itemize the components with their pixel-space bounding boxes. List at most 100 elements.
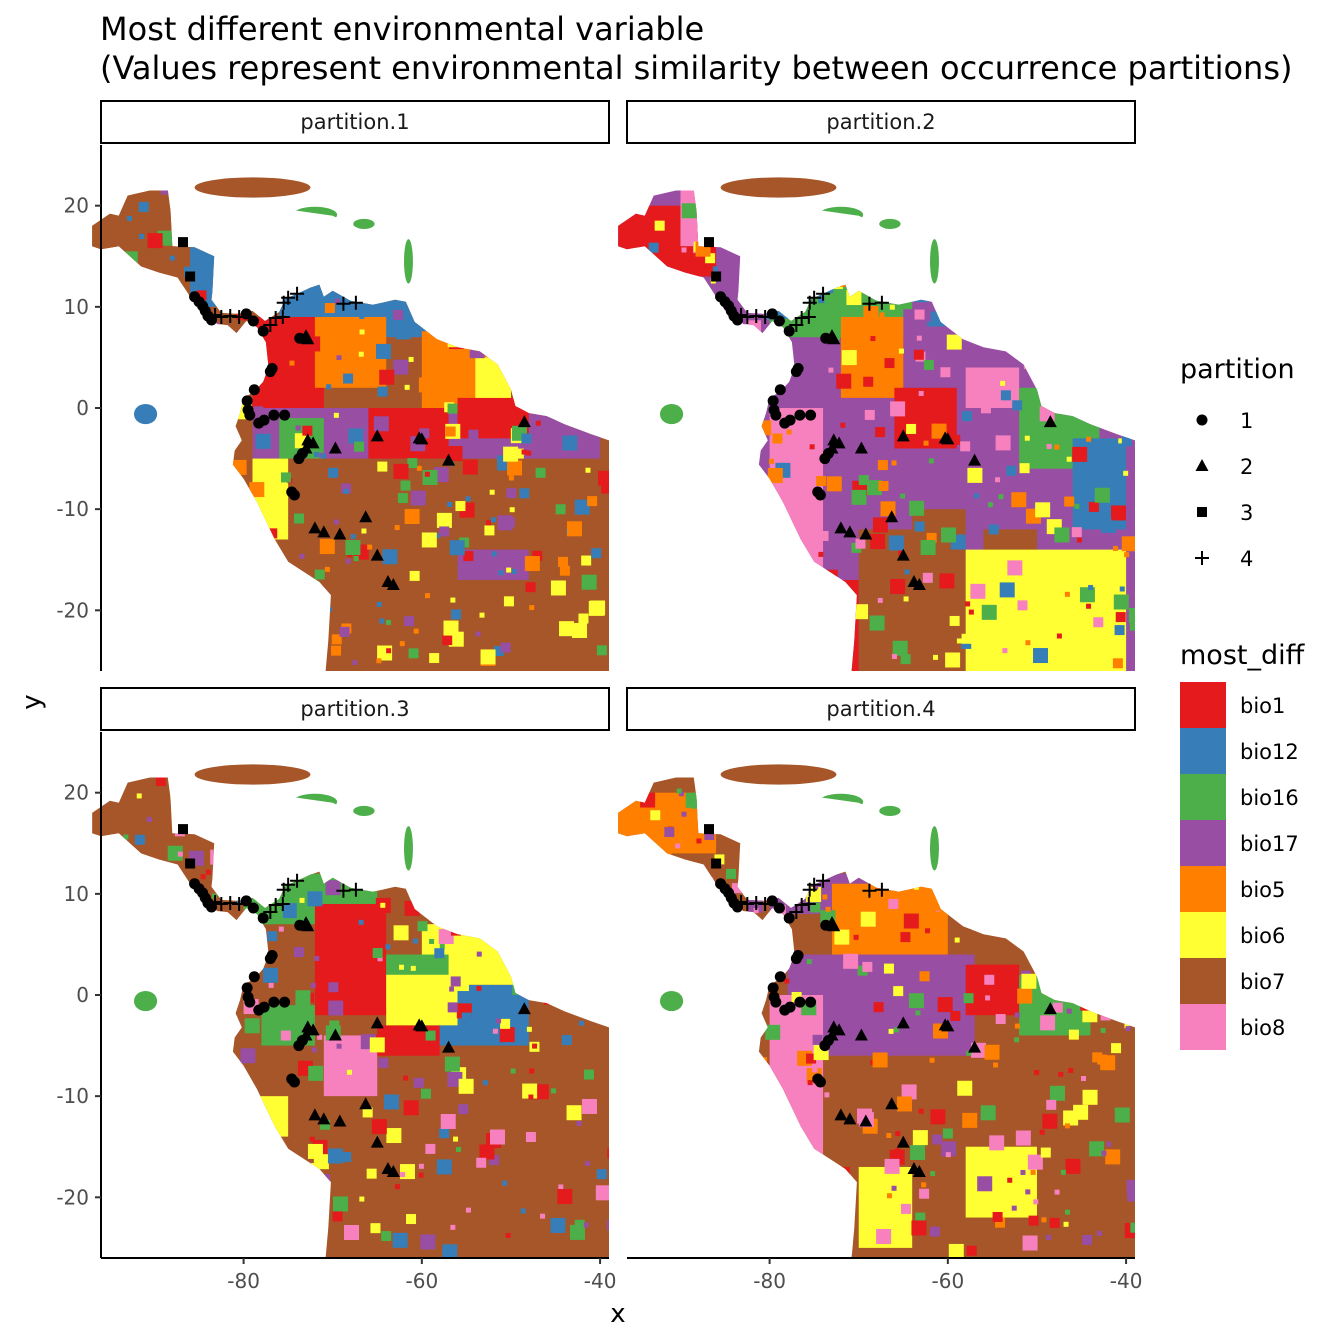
raster-cell-bio1 [456,329,462,335]
raster-cell-bio1 [930,1109,946,1125]
occurrence-point-p2 [442,1040,456,1053]
raster-cell-bio17 [681,811,687,817]
raster-cell-bio16 [1074,503,1080,509]
raster-cell-bio16 [695,905,701,911]
raster-cell-bio5 [1041,234,1052,245]
raster-cell-bio1 [353,197,364,208]
raster-cell-bio5 [763,332,774,343]
raster-cell-bio6 [552,300,568,316]
occurrence-point-p2 [442,453,456,466]
raster-cell-bio6 [1077,324,1088,335]
raster-cell-bio8 [1089,827,1100,838]
raster-cell-bio8 [465,1207,471,1213]
raster-cell-bio12 [639,448,645,454]
raster-cell-bio5 [929,1057,935,1063]
raster-cell-bio17 [206,931,212,937]
occurrence-point-p1 [805,996,817,1008]
occurrence-point-p2 [306,436,320,449]
raster-cell-bio16 [212,375,223,386]
raster-cell-bio1 [923,780,929,786]
raster-cell-bio6 [594,933,610,949]
raster-cell-bio16 [1103,281,1119,297]
raster-cell-bio16 [329,1020,340,1031]
raster-cell-bio6 [739,1121,745,1127]
raster-cell-bio6 [1040,1147,1051,1158]
raster-cell-bio6 [1118,438,1124,444]
raster-cell-bio6 [581,555,592,566]
raster-cell-bio8 [922,572,933,583]
facet-strip [100,687,610,731]
raster-cell-bio1 [706,345,717,356]
y-axis-title: y [17,694,47,709]
raster-cell-bio16 [333,1196,349,1212]
raster-cell-bio17 [932,1134,943,1145]
raster-cell-bio16 [915,1212,926,1223]
occurrence-point-p2 [834,1108,848,1121]
raster-cell-bio12 [761,293,767,299]
raster-cell-bio16 [154,1080,160,1086]
raster-cell-bio1 [486,520,492,526]
raster-cell-bio17 [1082,1234,1093,1245]
raster-cell-bio16 [294,1024,305,1035]
occurrence-point-p4 [801,309,816,324]
raster-cell-bio17 [328,1000,344,1016]
raster-cell-bio5 [1092,1052,1103,1063]
raster-cell-bio16 [596,645,607,656]
raster-cell-bio1 [900,387,906,393]
raster-cell-bio6 [1066,456,1072,462]
raster-cell-bio12 [913,287,929,303]
raster-cell-bio16 [851,489,867,505]
raster-cell-bio1 [992,1211,1003,1222]
raster-cell-bio17 [907,1035,913,1041]
raster-cell-bio1 [650,995,656,1001]
raster-cell-bio6 [504,838,510,844]
raster-cell-bio8 [734,1017,750,1033]
raster-cell-bio8 [1052,1002,1063,1013]
raster-cell-bio16 [923,359,934,370]
raster-cell-bio8 [676,281,687,292]
occurrence-point-p4 [290,286,305,301]
raster-cell-bio1 [781,560,787,566]
raster-cell-bio1 [190,995,206,1011]
raster-cell-bio1 [836,373,852,389]
raster-cell-bio16 [581,306,597,322]
raster-cell-bio8 [818,530,829,541]
raster-cell-bio12 [262,967,278,983]
occurrence-point-p2 [415,1019,429,1032]
raster-cell-bio5 [181,506,192,517]
raster-cell-bio1 [1039,1129,1045,1135]
raster-cell-bio17 [160,190,171,195]
facet-panels: partition.120100-10-20partition.2partiti… [56,100,1142,1293]
raster-cell-bio17 [460,564,476,580]
raster-cell-bio8 [1022,1235,1038,1251]
raster-cell-bio1 [1049,1217,1060,1228]
raster-cell-bio1 [476,985,482,991]
raster-cell-bio1 [512,950,518,956]
raster-cell-bio5 [378,191,389,202]
raster-cell-bio5 [221,648,237,664]
occurrence-point-p4 [336,883,351,898]
occurrence-point-p1 [770,996,782,1008]
raster-cell-bio1 [1005,779,1021,795]
raster-cell-bio6 [576,913,582,919]
raster-cell-bio8 [1071,527,1082,538]
raster-cell-bio5 [1113,545,1119,551]
raster-cell-bio12 [158,597,164,603]
occurrence-point-p2 [317,1112,331,1125]
raster-cell-bio17 [597,275,610,291]
raster-cell-bio5 [881,341,897,357]
occurrence-point-p4 [275,309,290,324]
raster-cell-bio12 [482,1080,488,1086]
occurrence-point-p2 [370,1135,384,1148]
occurrence-point-p1 [257,912,269,924]
raster-cell-bio12 [229,619,235,625]
raster-cell-bio8 [122,1229,128,1235]
raster-cell-bio1 [586,769,591,774]
raster-cell-bio1 [918,1108,924,1114]
raster-cell-bio5 [324,303,335,314]
legend-most-diff-label: bio12 [1240,740,1299,764]
raster-cell-bio16 [122,552,128,558]
raster-cell-bio1 [853,934,859,940]
raster-cell-bio12 [434,948,445,959]
raster-cell-bio16 [588,275,599,286]
